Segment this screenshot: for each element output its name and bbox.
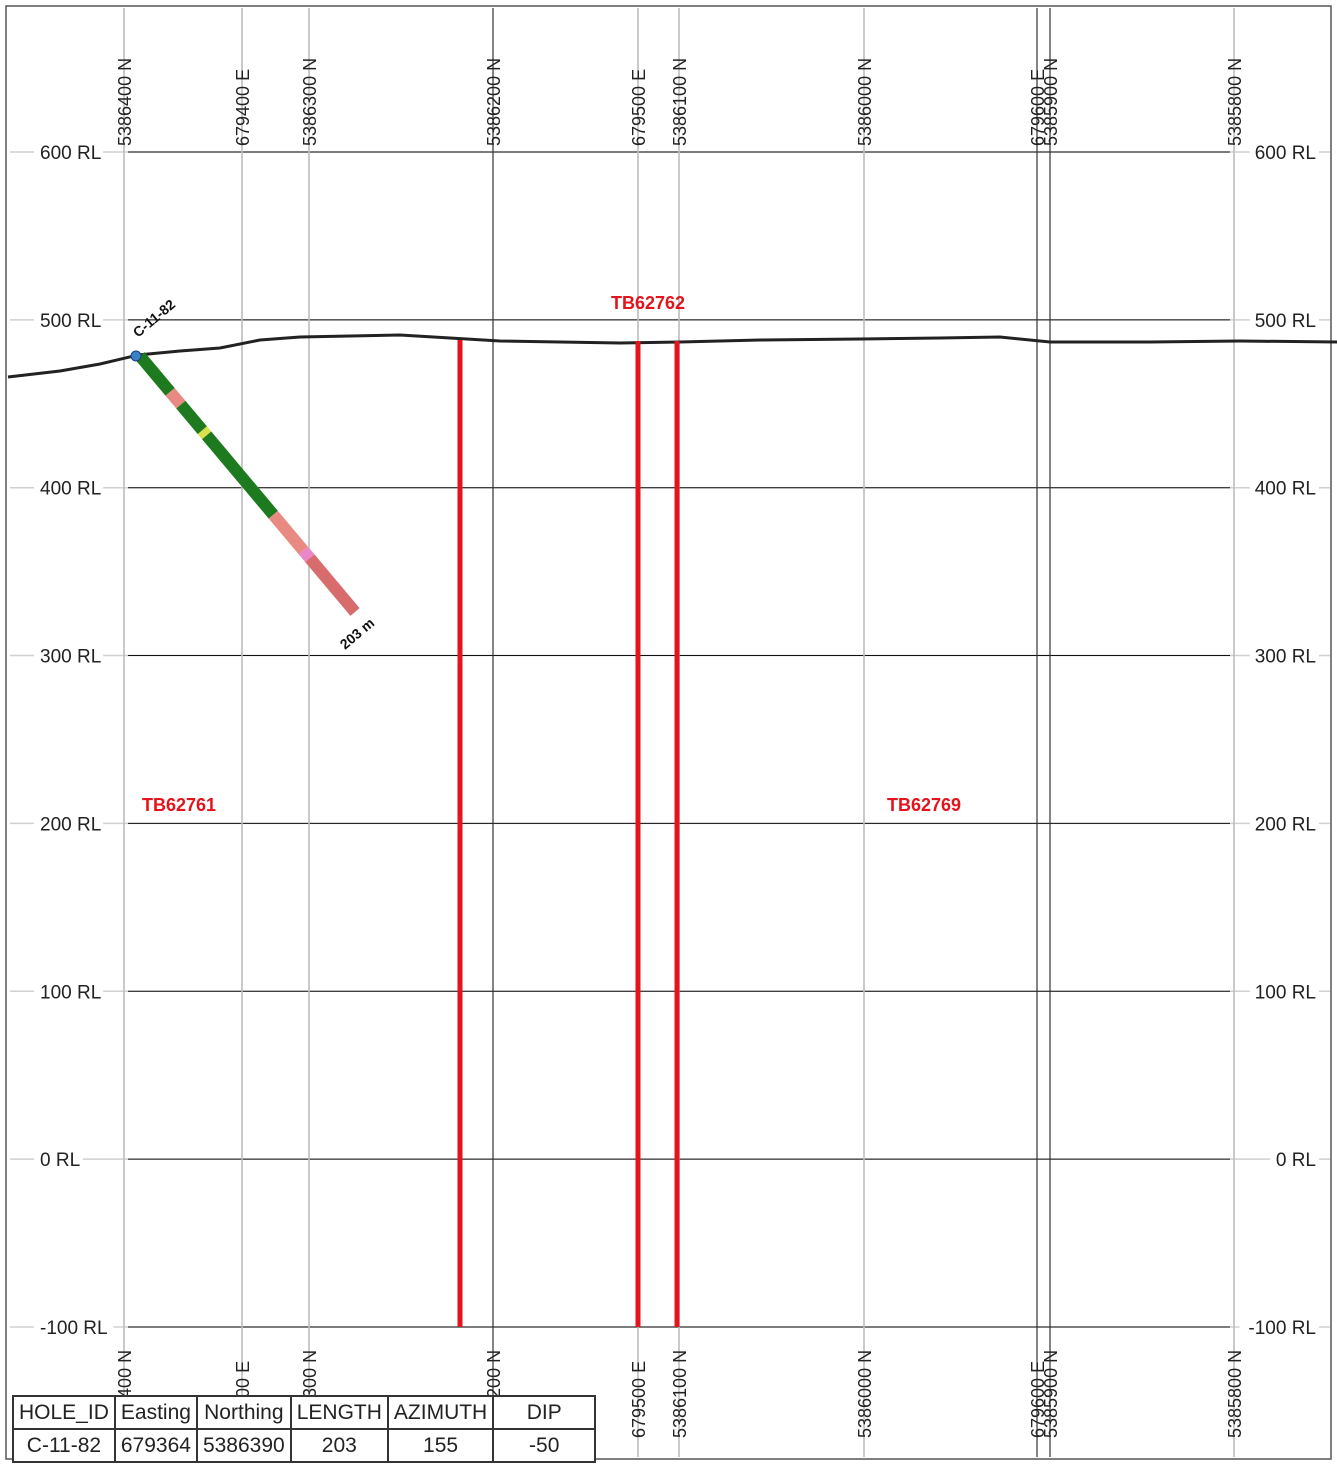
collar-hole-label: C-11-82 [130, 296, 179, 340]
grid-label-bottom: 5385900 N [1041, 1350, 1061, 1438]
collar-interval [305, 554, 360, 616]
table-cell: 155 [386, 1428, 495, 1463]
rl-label-bg [34, 306, 104, 333]
drill-traces [457, 340, 680, 1327]
collar-interval [197, 426, 212, 440]
rl-label-left: 600 RL [40, 143, 101, 164]
rl-label-left: 300 RL [40, 647, 101, 668]
grid-label-top: 5386300 N [300, 58, 320, 146]
table-header-cell: Easting [113, 1395, 198, 1430]
rl-label-right: 200 RL [1255, 814, 1316, 835]
rl-label-right: 0 RL [1276, 1150, 1316, 1171]
rl-label-bg [34, 1314, 114, 1340]
table-row: C-11-82 679364 5386390 203 155 -50 [12, 1428, 597, 1463]
collar-interval [268, 510, 308, 555]
table-cell: C-11-82 [12, 1428, 116, 1463]
rl-label-bg [1249, 474, 1319, 501]
grid-label-top: 679500 E [629, 69, 649, 146]
rl-label-bg [1270, 1146, 1319, 1173]
rl-label-right: 600 RL [1255, 143, 1316, 164]
grid-label-top: 5385800 N [1225, 58, 1245, 146]
grid-label-top: 5386400 N [115, 58, 135, 146]
grid-label-top: 679400 E [233, 69, 253, 146]
grid-label-bottom: 679500 E [629, 1361, 649, 1438]
hole-data-table: HOLE_ID Easting Northing LENGTH AZIMUTH … [12, 1395, 597, 1463]
rl-gridlines [10, 151, 1330, 1328]
collar-interval [298, 546, 315, 563]
rl-label-bg [34, 1146, 83, 1173]
rl-label-right: -100 RL [1248, 1318, 1316, 1339]
rl-label-bg [1249, 810, 1319, 837]
table-header-cell: Northing [195, 1395, 292, 1430]
rl-label-bg [34, 138, 104, 165]
collar-interval [176, 400, 207, 435]
table-cell: 5386390 [195, 1428, 292, 1463]
rl-label-right: 500 RL [1255, 311, 1316, 332]
rl-label-left: 200 RL [40, 814, 101, 835]
topography-surface [7, 333, 1337, 379]
table-header-cell: HOLE_ID [12, 1395, 116, 1430]
collar-interval [202, 431, 278, 519]
table-header-cell: DIP [492, 1395, 597, 1430]
collar-marker [130, 350, 142, 362]
collar-hole-trace [135, 352, 360, 616]
rl-label-bg [34, 978, 104, 1005]
rl-label-bg [1249, 642, 1319, 669]
plot-frame [5, 5, 1332, 1460]
rl-labels: 600 RL 600 RL 500 RL 500 RL 400 RL 400 RL 300 … [34, 138, 1319, 1340]
rl-label-left: 400 RL [40, 479, 101, 500]
grid-label-top: 5385900 N [1041, 58, 1061, 146]
rl-label-right: 300 RL [1255, 647, 1316, 668]
drill-hole-label: TB62761 [142, 795, 216, 815]
table-header-row: HOLE_ID Easting Northing LENGTH AZIMUTH … [12, 1395, 597, 1430]
rl-label-right: 400 RL [1255, 479, 1316, 500]
collar-interval [135, 352, 175, 396]
table-cell: 203 [289, 1428, 389, 1463]
grid-label-top: 5386200 N [484, 58, 504, 146]
rl-label-bg [34, 810, 104, 837]
table-cell: -50 [492, 1428, 597, 1463]
table-cell: 679364 [113, 1428, 198, 1463]
drill-hole-label: TB62762 [611, 293, 685, 313]
grid-label-top: 679600 E [1028, 69, 1048, 146]
rl-label-bg [1239, 1314, 1319, 1340]
rl-label-bg [1249, 306, 1319, 333]
grid-label-bottom: 5385800 N [1225, 1350, 1245, 1438]
table-header-cell: AZIMUTH [386, 1395, 495, 1430]
grid-label-bottom: 679600 E [1028, 1361, 1048, 1438]
rl-label-bg [34, 642, 104, 669]
rl-label-bg [1249, 978, 1319, 1005]
collar-interval [165, 387, 186, 409]
grid-label-bottom: 5386100 N [670, 1350, 690, 1438]
rl-label-bg [34, 474, 104, 501]
collar-depth-label: 203 m [337, 615, 378, 653]
rl-label-left: 500 RL [40, 311, 101, 332]
rl-label-left: 100 RL [40, 982, 101, 1003]
rl-label-bg [1249, 138, 1319, 165]
drill-hole-label: TB62769 [887, 795, 961, 815]
table-header-cell: LENGTH [289, 1395, 389, 1430]
rl-label-left: -100 RL [40, 1318, 108, 1339]
rl-label-right: 100 RL [1255, 982, 1316, 1003]
grid-label-top: 5386100 N [670, 58, 690, 146]
grid-label-top: 5386000 N [855, 58, 875, 146]
rl-label-left: 0 RL [40, 1150, 80, 1171]
grid-label-bottom: 5386000 N [855, 1350, 875, 1438]
